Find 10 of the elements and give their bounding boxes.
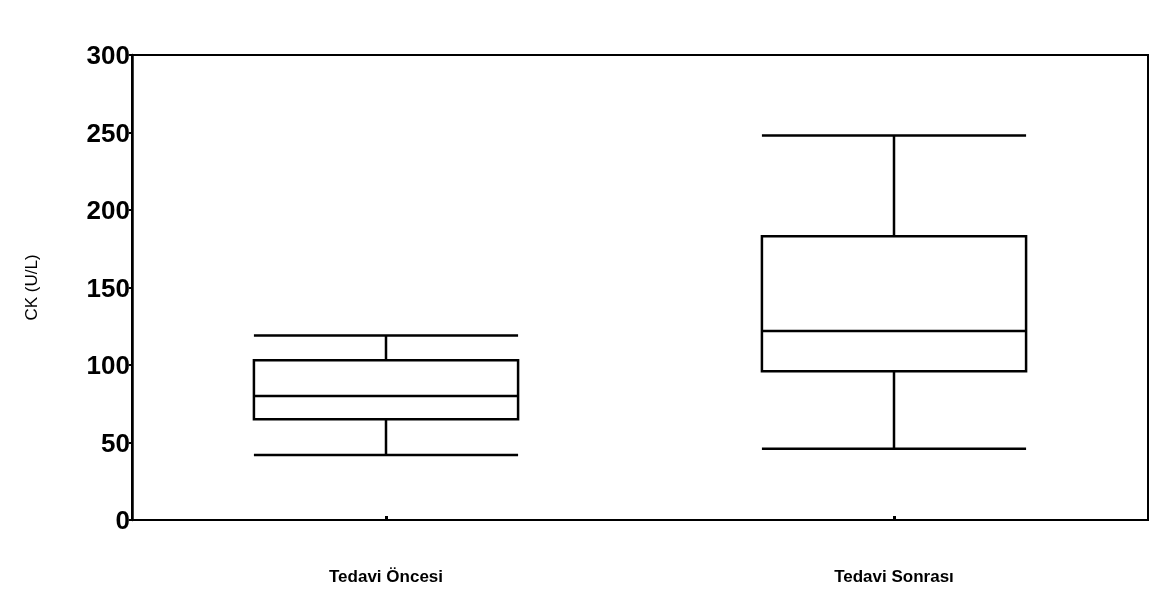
y-tick-label: 100 — [86, 350, 130, 380]
y-tick-label: 300 — [86, 40, 130, 70]
y-tick-label: 150 — [86, 272, 130, 303]
x-tick-label: Tedavi Öncesi — [328, 567, 444, 586]
x-tick-label: Tedavi Sonrası — [834, 567, 954, 586]
y-axis-title: CK (U/L) — [22, 254, 41, 321]
y-tick-label: 0 — [115, 505, 130, 535]
y-tick-label: 50 — [101, 427, 130, 458]
y-tick-label: 200 — [86, 195, 130, 225]
y-tick-label: 250 — [86, 117, 130, 148]
